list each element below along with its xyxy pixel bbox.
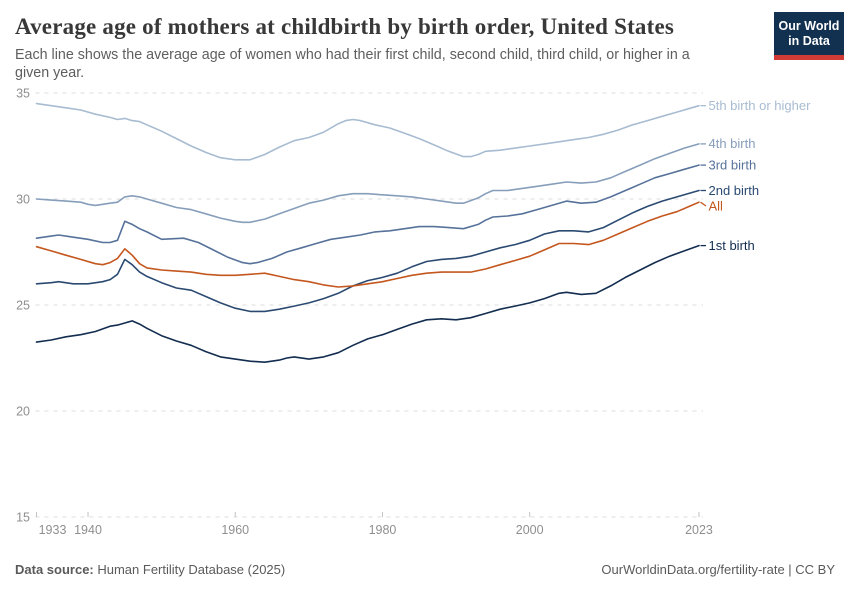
credit-link[interactable]: OurWorldinData.org/fertility-rate | CC B… xyxy=(601,562,835,577)
series-label-3rd-birth[interactable]: 3rd birth xyxy=(709,157,757,172)
series-line-2nd-birth[interactable] xyxy=(35,189,700,313)
y-tick-label-15: 15 xyxy=(16,510,30,524)
owid-logo-line1: Our World xyxy=(778,19,840,33)
x-tick-label-2000: 2000 xyxy=(516,523,544,537)
series-line-all[interactable] xyxy=(35,201,700,288)
x-tick-label-2023: 2023 xyxy=(685,523,713,537)
x-tick-label-1960: 1960 xyxy=(221,523,249,537)
series-line-4th-birth[interactable] xyxy=(35,143,700,224)
data-source: Data source: Human Fertility Database (2… xyxy=(15,562,285,577)
chart-header: Average age of mothers at childbirth by … xyxy=(0,0,850,81)
series-label-5th-birth-or-higher[interactable]: 5th birth or higher xyxy=(709,98,812,113)
chart-subtitle: Each line shows the average age of women… xyxy=(15,47,690,81)
series-line-3rd-birth[interactable] xyxy=(35,164,700,265)
data-source-text: Human Fertility Database (2025) xyxy=(93,562,286,577)
y-tick-label-30: 30 xyxy=(16,192,30,206)
y-tick-label-35: 35 xyxy=(16,86,30,100)
series-line-1st-birth[interactable] xyxy=(35,244,700,364)
owid-logo-line2: in Data xyxy=(788,33,830,48)
series-label-tick-all xyxy=(700,201,707,207)
data-source-label: Data source: xyxy=(15,562,94,577)
x-tick-label-1940: 1940 xyxy=(74,523,102,537)
line-chart: 35 30 25 20 15 1933 1940 1960 1980 2000 2023 5th bi… xyxy=(16,86,812,537)
series-line-5th-birth-or-higher[interactable] xyxy=(35,102,700,161)
y-tick-label-20: 20 xyxy=(16,404,30,418)
owid-logo[interactable]: Our World in Data xyxy=(774,12,844,60)
x-tick-label-1933: 1933 xyxy=(39,523,67,537)
series-label-4th-birth[interactable]: 4th birth xyxy=(709,136,756,151)
y-tick-label-25: 25 xyxy=(16,298,30,312)
series-label-all[interactable]: All xyxy=(709,198,724,213)
series-label-1st-birth[interactable]: 1st birth xyxy=(709,238,755,253)
x-tick-label-1980: 1980 xyxy=(369,523,397,537)
chart-footer: Data source: Human Fertility Database (2… xyxy=(0,556,850,577)
page-title: Average age of mothers at childbirth by … xyxy=(15,14,675,39)
series-label-2nd-birth[interactable]: 2nd birth xyxy=(709,183,760,198)
chart-area: 35 30 25 20 15 1933 1940 1960 1980 2000 2023 5th bi… xyxy=(0,81,850,556)
